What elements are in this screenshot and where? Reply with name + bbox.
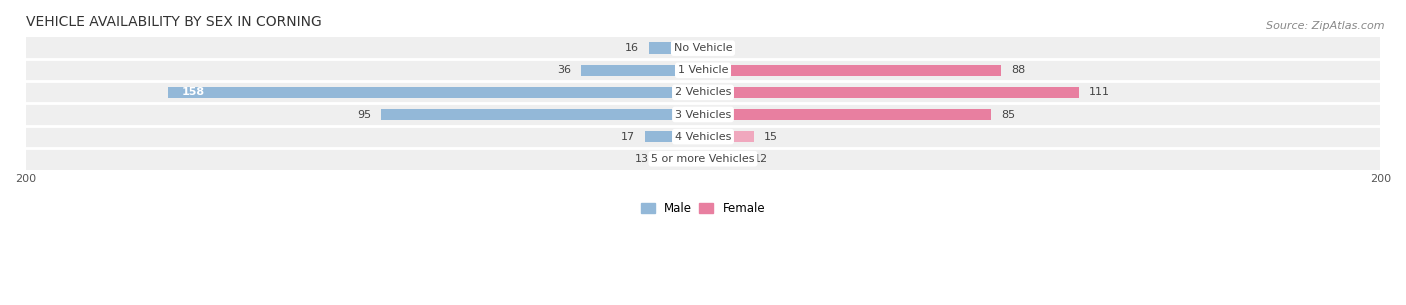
Text: 17: 17 [621,132,636,142]
Bar [25,148,1381,170]
Bar [703,153,744,164]
Text: 36: 36 [557,65,571,75]
Text: 158: 158 [181,88,204,97]
Bar [167,87,703,98]
Text: 111: 111 [1090,88,1111,97]
Bar [645,131,703,142]
Text: 16: 16 [624,43,638,53]
Text: 5 or more Vehicles: 5 or more Vehicles [651,154,755,164]
Bar [25,37,1381,59]
Text: 88: 88 [1011,65,1025,75]
Text: 15: 15 [763,132,778,142]
Bar [581,65,703,76]
Bar [25,126,1381,148]
Text: 4 Vehicles: 4 Vehicles [675,132,731,142]
Bar [659,153,703,164]
Text: 0: 0 [713,43,720,53]
Text: 1 Vehicle: 1 Vehicle [678,65,728,75]
Text: Source: ZipAtlas.com: Source: ZipAtlas.com [1267,21,1385,31]
Text: VEHICLE AVAILABILITY BY SEX IN CORNING: VEHICLE AVAILABILITY BY SEX IN CORNING [25,15,322,29]
Bar [25,81,1381,103]
Text: 13: 13 [634,154,648,164]
Text: 85: 85 [1001,109,1015,120]
Text: 3 Vehicles: 3 Vehicles [675,109,731,120]
Text: 12: 12 [754,154,768,164]
Bar [703,87,1078,98]
Text: No Vehicle: No Vehicle [673,43,733,53]
Bar [703,131,754,142]
Legend: Male, Female: Male, Female [636,197,770,220]
Bar [25,103,1381,126]
Text: 95: 95 [357,109,371,120]
Text: 2 Vehicles: 2 Vehicles [675,88,731,97]
Bar [25,59,1381,81]
Bar [703,109,991,120]
Bar [381,109,703,120]
Bar [648,42,703,54]
Bar [703,65,1001,76]
